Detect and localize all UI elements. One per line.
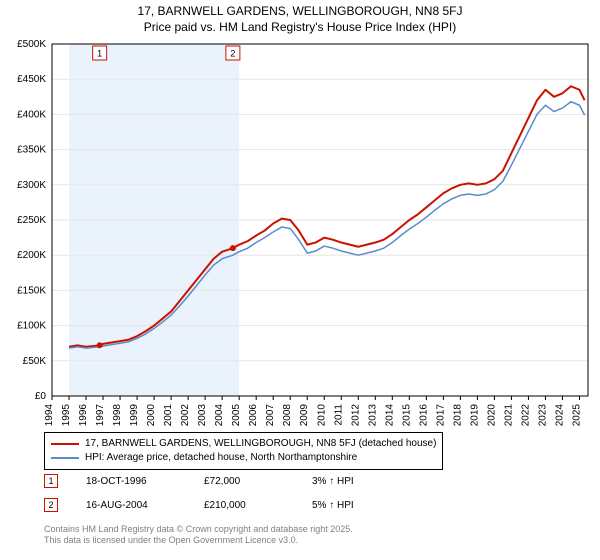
svg-text:2009: 2009 [299, 404, 310, 426]
legend: 17, BARNWELL GARDENS, WELLINGBOROUGH, NN… [44, 432, 443, 470]
legend-row: HPI: Average price, detached house, Nort… [51, 451, 436, 465]
svg-text:£200K: £200K [17, 250, 46, 261]
svg-text:2: 2 [230, 49, 235, 59]
svg-text:2016: 2016 [418, 404, 429, 426]
marker-badge: 1 [44, 474, 58, 488]
svg-text:£450K: £450K [17, 74, 46, 85]
svg-text:£0: £0 [35, 391, 47, 402]
marker-price: £72,000 [204, 476, 284, 487]
svg-text:2001: 2001 [163, 404, 174, 426]
svg-text:2021: 2021 [503, 404, 514, 426]
svg-text:2023: 2023 [537, 404, 548, 426]
svg-text:£300K: £300K [17, 180, 46, 191]
svg-text:2018: 2018 [452, 404, 463, 426]
svg-text:2002: 2002 [180, 404, 191, 426]
svg-text:£100K: £100K [17, 321, 46, 332]
svg-text:2019: 2019 [469, 404, 480, 426]
svg-text:1996: 1996 [78, 404, 89, 426]
marker-delta: 5% ↑ HPI [312, 500, 354, 511]
svg-text:2011: 2011 [333, 404, 344, 426]
chart-title-line2: Price paid vs. HM Land Registry's House … [0, 20, 600, 34]
marker-date: 16-AUG-2004 [86, 500, 176, 511]
legend-label: HPI: Average price, detached house, Nort… [85, 451, 357, 465]
marker-date: 18-OCT-1996 [86, 476, 176, 487]
svg-text:1: 1 [97, 49, 102, 59]
svg-text:1994: 1994 [44, 404, 55, 426]
svg-text:£50K: £50K [23, 356, 47, 367]
svg-text:1998: 1998 [112, 404, 123, 426]
footer-line1: Contains HM Land Registry data © Crown c… [44, 524, 353, 535]
footer: Contains HM Land Registry data © Crown c… [44, 524, 353, 546]
svg-text:2017: 2017 [435, 404, 446, 426]
svg-text:2015: 2015 [401, 404, 412, 426]
svg-text:2022: 2022 [520, 404, 531, 426]
svg-text:2004: 2004 [214, 404, 225, 426]
svg-text:£250K: £250K [17, 215, 46, 226]
svg-text:2006: 2006 [248, 404, 259, 426]
marker-row: 1 18-OCT-1996 £72,000 3% ↑ HPI [44, 474, 354, 488]
svg-text:2010: 2010 [316, 404, 327, 426]
footer-line2: This data is licensed under the Open Gov… [44, 535, 353, 546]
svg-text:2025: 2025 [571, 404, 582, 426]
svg-text:2013: 2013 [367, 404, 378, 426]
svg-text:£350K: £350K [17, 145, 46, 156]
legend-swatch [51, 443, 79, 445]
svg-text:2020: 2020 [486, 404, 497, 426]
svg-text:1999: 1999 [129, 404, 140, 426]
svg-text:£400K: £400K [17, 109, 46, 120]
chart-svg: £0 £50K £100K £150K £200K £250K £300K £350K £400… [8, 38, 592, 426]
svg-text:2005: 2005 [231, 404, 242, 426]
svg-text:1995: 1995 [61, 404, 72, 426]
chart-title-line1: 17, BARNWELL GARDENS, WELLINGBOROUGH, NN… [0, 4, 600, 18]
svg-text:1997: 1997 [95, 404, 106, 426]
svg-text:2003: 2003 [197, 404, 208, 426]
marker-row: 2 16-AUG-2004 £210,000 5% ↑ HPI [44, 498, 354, 512]
svg-text:£500K: £500K [17, 39, 46, 50]
svg-text:2024: 2024 [554, 404, 565, 426]
legend-row: 17, BARNWELL GARDENS, WELLINGBOROUGH, NN… [51, 437, 436, 451]
legend-label: 17, BARNWELL GARDENS, WELLINGBOROUGH, NN… [85, 437, 436, 451]
svg-text:2014: 2014 [384, 404, 395, 426]
svg-text:£150K: £150K [17, 285, 46, 296]
svg-text:2007: 2007 [265, 404, 276, 426]
marker-badge: 2 [44, 498, 58, 512]
chart-area: £0 £50K £100K £150K £200K £250K £300K £350K £400… [8, 38, 592, 426]
chart-title-block: 17, BARNWELL GARDENS, WELLINGBOROUGH, NN… [0, 0, 600, 34]
svg-text:2000: 2000 [146, 404, 157, 426]
marker-delta: 3% ↑ HPI [312, 476, 354, 487]
marker-price: £210,000 [204, 500, 284, 511]
svg-text:2008: 2008 [282, 404, 293, 426]
svg-text:2012: 2012 [350, 404, 361, 426]
legend-swatch [51, 457, 79, 459]
